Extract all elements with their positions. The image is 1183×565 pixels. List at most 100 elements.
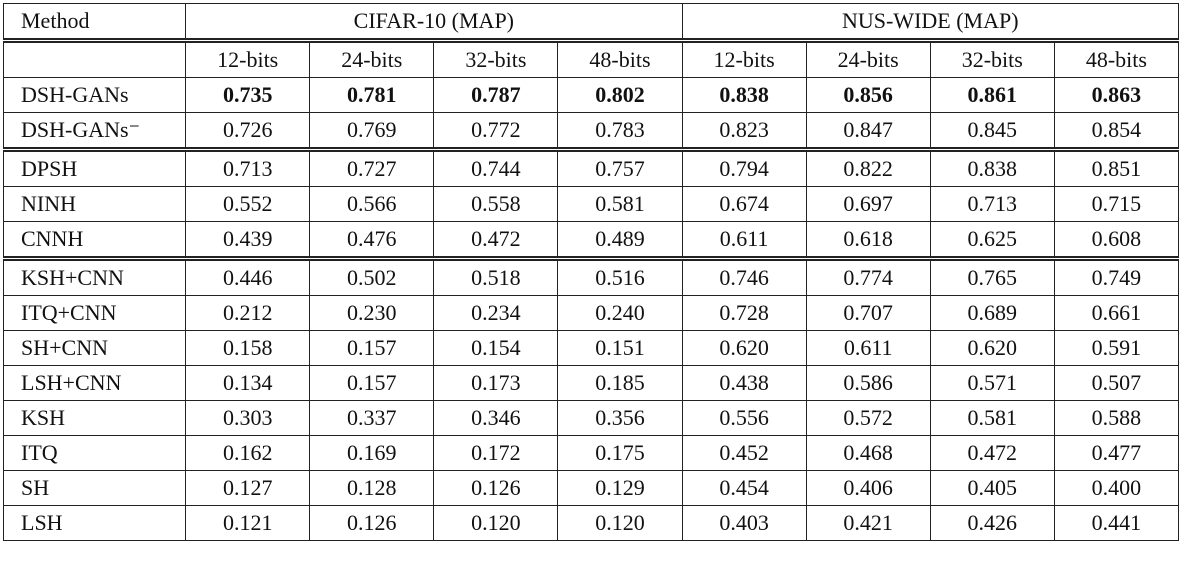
value-cell: 0.472 (929, 435, 1055, 471)
data-row: LSH 0.121 0.126 0.120 0.120 0.403 0.421 0.426 0.… (2, 505, 1180, 541)
value-cell: 0.618 (805, 221, 931, 259)
method-cell: KSH (2, 400, 187, 436)
header-cell: NUS-WIDE (MAP) (681, 3, 1180, 41)
value-cell: 0.713 (929, 186, 1055, 222)
value-cell: 0.441 (1053, 505, 1180, 541)
value-cell: 0.715 (1053, 186, 1180, 222)
value-cell: 0.571 (929, 365, 1055, 401)
bits-header: 32-bits (929, 38, 1055, 78)
method-cell: SH+CNN (2, 330, 187, 366)
value-cell: 0.234 (433, 295, 559, 331)
value-cell: 0.572 (805, 400, 931, 436)
value-cell: 0.566 (309, 186, 435, 222)
value-cell: 0.697 (805, 186, 931, 222)
value-cell: 0.489 (557, 221, 683, 259)
value-cell: 0.749 (1053, 256, 1180, 296)
value-cell: 0.822 (805, 147, 931, 187)
value-cell: 0.845 (929, 112, 1055, 150)
bits-header: 12-bits (681, 38, 807, 78)
value-cell: 0.406 (805, 470, 931, 506)
value-cell: 0.581 (929, 400, 1055, 436)
value-cell: 0.861 (929, 77, 1055, 113)
value-cell: 0.346 (433, 400, 559, 436)
value-cell: 0.400 (1053, 470, 1180, 506)
value-cell: 0.625 (929, 221, 1055, 259)
value-cell: 0.169 (309, 435, 435, 471)
data-row: CNNH 0.439 0.476 0.472 0.489 0.611 0.618 0.625 0… (2, 221, 1180, 259)
value-cell: 0.851 (1053, 147, 1180, 187)
value-cell: 0.518 (433, 256, 559, 296)
method-cell: DPSH (2, 147, 187, 187)
value-cell: 0.173 (433, 365, 559, 401)
value-cell: 0.802 (557, 77, 683, 113)
value-cell: 0.781 (309, 77, 435, 113)
value-cell: 0.446 (185, 256, 311, 296)
bits-header: 24-bits (805, 38, 931, 78)
value-cell: 0.783 (557, 112, 683, 150)
value-cell: 0.794 (681, 147, 807, 187)
value-cell: 0.726 (185, 112, 311, 150)
data-row: KSH 0.303 0.337 0.346 0.356 0.556 0.572 0.581 0.… (2, 400, 1180, 436)
data-row: KSH+CNN 0.446 0.502 0.518 0.516 0.746 0.774 0.7… (2, 256, 1180, 296)
value-cell: 0.405 (929, 470, 1055, 506)
value-cell: 0.769 (309, 112, 435, 150)
bits-header: 12-bits (185, 38, 311, 78)
value-cell: 0.507 (1053, 365, 1180, 401)
value-cell: 0.476 (309, 221, 435, 259)
value-cell: 0.735 (185, 77, 311, 113)
results-table: Method CIFAR-10 (MAP) NUS-WIDE (MAP) 12-… (2, 3, 1180, 541)
value-cell: 0.120 (557, 505, 683, 541)
value-cell: 0.838 (681, 77, 807, 113)
value-cell: 0.823 (681, 112, 807, 150)
value-cell: 0.774 (805, 256, 931, 296)
method-cell: DSH-GANs (2, 77, 187, 113)
value-cell: 0.240 (557, 295, 683, 331)
value-cell: 0.556 (681, 400, 807, 436)
data-row: ITQ 0.162 0.169 0.172 0.175 0.452 0.468 0.472 0.… (2, 435, 1180, 471)
method-cell: ITQ (2, 435, 187, 471)
value-cell: 0.134 (185, 365, 311, 401)
method-cell: CNNH (2, 221, 187, 259)
value-cell: 0.856 (805, 77, 931, 113)
value-cell: 0.426 (929, 505, 1055, 541)
empty-cell (2, 38, 187, 78)
method-cell: NINH (2, 186, 187, 222)
value-cell: 0.129 (557, 470, 683, 506)
value-cell: 0.765 (929, 256, 1055, 296)
value-cell: 0.337 (309, 400, 435, 436)
value-cell: 0.516 (557, 256, 683, 296)
value-cell: 0.212 (185, 295, 311, 331)
value-cell: 0.151 (557, 330, 683, 366)
value-cell: 0.454 (681, 470, 807, 506)
value-cell: 0.403 (681, 505, 807, 541)
subheader-row: 12-bits 24-bits 32-bits 48-bits 12-bits 24-bi… (2, 38, 1180, 78)
value-cell: 0.468 (805, 435, 931, 471)
value-cell: 0.689 (929, 295, 1055, 331)
value-cell: 0.175 (557, 435, 683, 471)
data-row: LSH+CNN 0.134 0.157 0.173 0.185 0.438 0.586 0.5… (2, 365, 1180, 401)
data-row: SH+CNN 0.158 0.157 0.154 0.151 0.620 0.611 0.62… (2, 330, 1180, 366)
data-row: DSH-GANs⁻ 0.726 0.769 0.772 0.783 0.823 0.847 0… (2, 112, 1180, 150)
value-cell: 0.727 (309, 147, 435, 187)
value-cell: 0.157 (309, 330, 435, 366)
value-cell: 0.608 (1053, 221, 1180, 259)
value-cell: 0.661 (1053, 295, 1180, 331)
data-row: DPSH 0.713 0.727 0.744 0.757 0.794 0.822 0.838 0… (2, 147, 1180, 187)
method-cell: LSH+CNN (2, 365, 187, 401)
value-cell: 0.744 (433, 147, 559, 187)
value-cell: 0.620 (681, 330, 807, 366)
value-cell: 0.230 (309, 295, 435, 331)
value-cell: 0.421 (805, 505, 931, 541)
value-cell: 0.303 (185, 400, 311, 436)
value-cell: 0.120 (433, 505, 559, 541)
value-cell: 0.172 (433, 435, 559, 471)
value-cell: 0.591 (1053, 330, 1180, 366)
value-cell: 0.128 (309, 470, 435, 506)
value-cell: 0.838 (929, 147, 1055, 187)
data-row: SH 0.127 0.128 0.126 0.129 0.454 0.406 0.405 0.4… (2, 470, 1180, 506)
value-cell: 0.452 (681, 435, 807, 471)
value-cell: 0.121 (185, 505, 311, 541)
data-row: NINH 0.552 0.566 0.558 0.581 0.674 0.697 0.713 0… (2, 186, 1180, 222)
header-row: Method CIFAR-10 (MAP) NUS-WIDE (MAP) (2, 3, 1180, 41)
bits-header: 32-bits (433, 38, 559, 78)
